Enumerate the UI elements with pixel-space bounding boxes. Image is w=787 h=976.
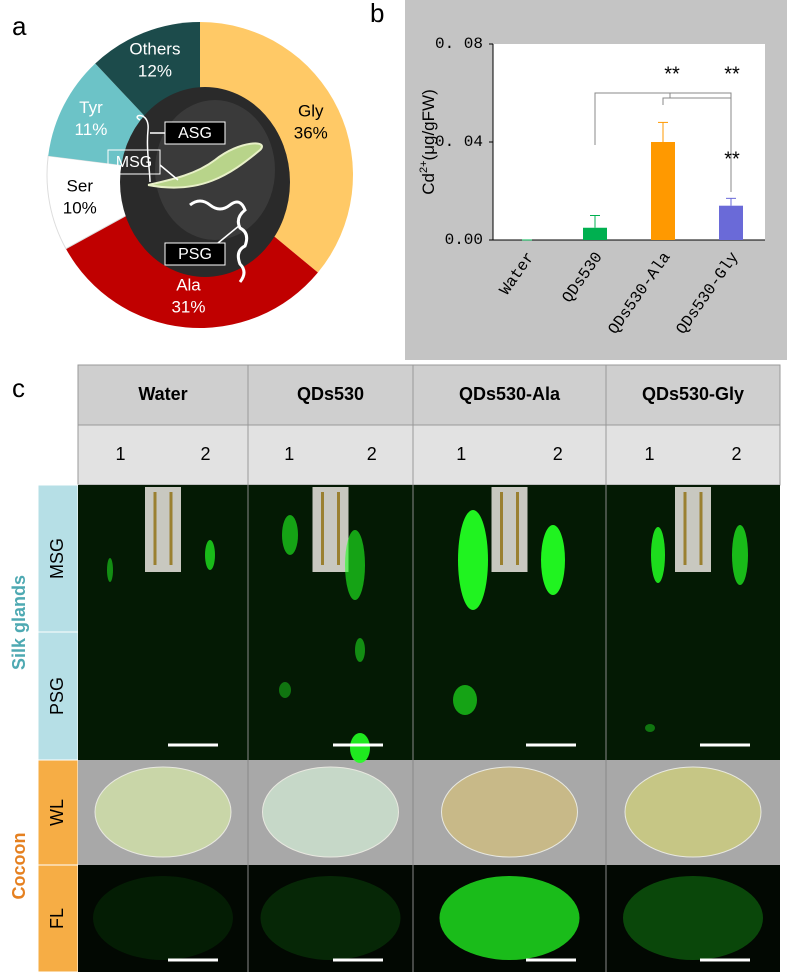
fluor-signal (458, 510, 488, 610)
cocoon-fl (260, 876, 401, 960)
significance: ** (664, 63, 680, 85)
panel-label: b (370, 0, 384, 28)
fluor-signal (345, 530, 365, 600)
cocoon-fl (623, 876, 763, 960)
cocoon-fl (439, 876, 580, 960)
replicate-label: 1 (284, 444, 294, 464)
gland-msg (147, 142, 263, 189)
replicate-label: 2 (200, 444, 210, 464)
group-label: Silk glands (9, 575, 29, 670)
slice-label: Tyr (79, 98, 103, 117)
group-label: Cocoon (9, 833, 29, 900)
annotation: PSG (178, 246, 212, 263)
col-header: QDs530-Ala (459, 384, 561, 404)
table-header-top (77, 364, 781, 426)
col-header: Water (138, 384, 187, 404)
bar (583, 227, 607, 240)
fluor-signal (282, 515, 298, 555)
fluor-signal (453, 685, 477, 715)
group-strip (38, 485, 78, 760)
annotation-box (164, 121, 226, 145)
annotation: ASG (178, 125, 212, 142)
replicate-label: 1 (644, 444, 654, 464)
slice-value: 11% (75, 120, 108, 139)
inset-photo (312, 487, 349, 572)
arrow (159, 164, 179, 181)
slice-label: Others (129, 40, 180, 59)
fluor-signal (651, 527, 665, 583)
inset-photo (675, 487, 711, 572)
slice-label: Ala (176, 275, 201, 294)
annotation: MSG (116, 154, 152, 171)
bar (651, 142, 675, 240)
y-axis-label: Cd2+(μg/gFW) (418, 89, 439, 194)
inset-photo (145, 487, 181, 572)
fluor-signal (279, 682, 291, 698)
inset-photo (491, 487, 528, 572)
cocoon (624, 766, 762, 858)
panel-label: a (12, 11, 27, 41)
significance: ** (724, 148, 740, 170)
fluor-signal (350, 733, 370, 763)
arrow (217, 224, 241, 244)
replicate-label: 2 (731, 444, 741, 464)
replicate-label: 2 (367, 444, 377, 464)
y-tick-label: 0. 08 (435, 35, 483, 53)
fluor-signal (205, 540, 215, 570)
fluor-signal (355, 638, 365, 662)
slice-label: Gly (298, 101, 324, 120)
group-strip (38, 760, 78, 972)
replicate-label: 2 (553, 444, 563, 464)
replicate-label: 1 (115, 444, 125, 464)
cocoon (262, 766, 399, 858)
slice-value: 12% (138, 62, 172, 81)
y-tick-label: 0.00 (445, 231, 483, 249)
row-label: PSG (47, 677, 67, 715)
y-axis-label-part: Cd (419, 173, 438, 195)
gland-psg (189, 199, 249, 283)
slice-value: 10% (63, 198, 97, 217)
fluor-signal (732, 525, 748, 585)
annotation-box (164, 242, 226, 266)
fluor-signal (645, 724, 655, 732)
replicate-label: 1 (456, 444, 466, 464)
bracket (662, 97, 732, 105)
fluor-signal (107, 558, 113, 582)
col-header: QDs530-Gly (642, 384, 744, 404)
cocoon (441, 766, 578, 858)
cocoon (94, 766, 232, 858)
bar (719, 205, 743, 240)
annotation-box (107, 149, 161, 175)
y-axis-label-part: (μg/gFW) (419, 89, 438, 160)
y-tick-label: 0. 04 (435, 133, 483, 151)
gland-asg (136, 114, 151, 183)
slice-value: 36% (294, 123, 328, 142)
row-label: MSG (47, 538, 67, 579)
row-label: FL (47, 908, 67, 929)
significance: ** (724, 63, 740, 85)
fluor-signal (541, 525, 565, 595)
col-header: QDs530 (297, 384, 364, 404)
y-axis-label-part: 2+ (418, 160, 430, 173)
cocoon-fl (93, 876, 233, 960)
table-header-sub (77, 424, 781, 486)
row-label: WL (47, 799, 67, 826)
fluor-image (78, 485, 780, 760)
panel-label: c (12, 373, 25, 403)
fl-image (78, 865, 780, 972)
slice-value: 31% (171, 297, 205, 316)
slice-label: Ser (67, 176, 94, 195)
